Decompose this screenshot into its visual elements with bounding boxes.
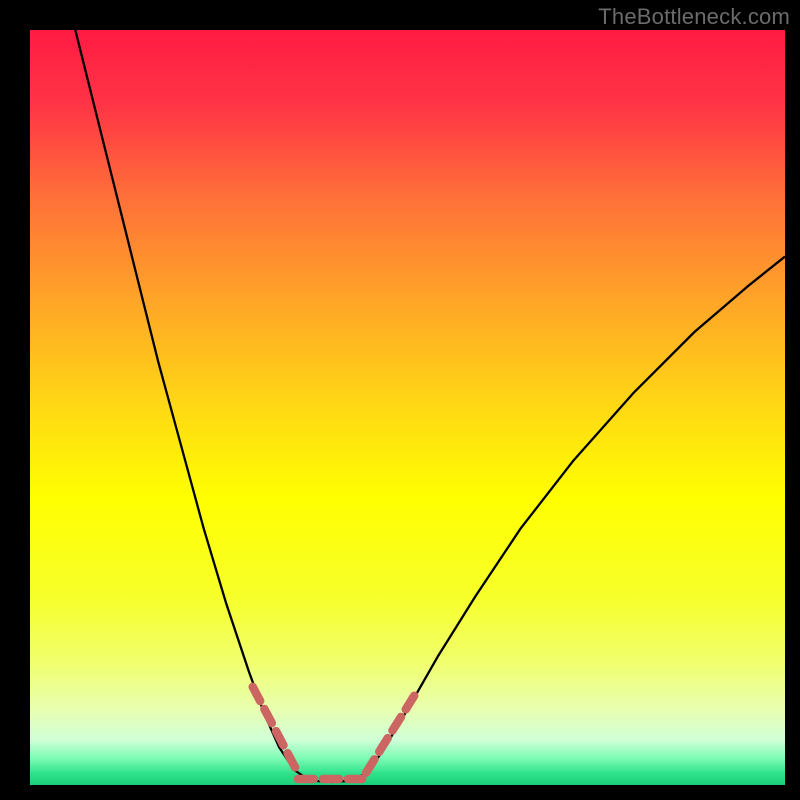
watermark-text: TheBottleneck.com: [598, 4, 790, 30]
bottleneck-chart: [0, 0, 800, 800]
chart-gradient-bg: [30, 30, 785, 785]
chart-container: TheBottleneck.com: [0, 0, 800, 800]
